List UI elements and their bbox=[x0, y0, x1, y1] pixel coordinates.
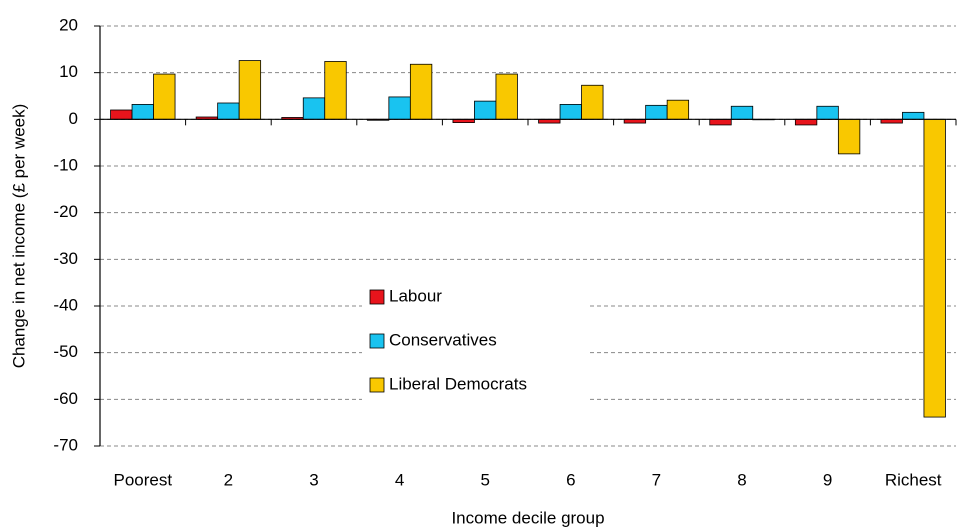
x-tick-label: 7 bbox=[652, 470, 661, 489]
legend-swatch bbox=[369, 289, 385, 305]
x-tick-label: 6 bbox=[566, 470, 575, 489]
legend-label: Conservatives bbox=[389, 330, 497, 349]
bar bbox=[794, 118, 818, 126]
bar bbox=[495, 73, 518, 120]
y-tick-label: -30 bbox=[53, 249, 78, 268]
bar bbox=[816, 105, 839, 120]
bar bbox=[709, 118, 732, 126]
bar bbox=[645, 104, 668, 120]
y-tick-label: -60 bbox=[53, 389, 78, 408]
bar bbox=[131, 104, 154, 120]
bar bbox=[388, 96, 411, 120]
bar bbox=[581, 84, 604, 120]
x-tick-label: 8 bbox=[737, 470, 746, 489]
x-tick-label: 4 bbox=[395, 470, 404, 489]
x-tick-label: 3 bbox=[309, 470, 318, 489]
y-tick-label: -10 bbox=[53, 155, 78, 174]
x-tick-label: 2 bbox=[224, 470, 233, 489]
bar bbox=[559, 104, 582, 120]
bar bbox=[837, 118, 861, 155]
legend-label: Labour bbox=[389, 286, 442, 305]
y-tick-label: 20 bbox=[59, 15, 78, 34]
y-axis-label: Change in net income (£ per week) bbox=[9, 104, 28, 369]
legend-swatch bbox=[369, 377, 385, 393]
x-tick-label: Richest bbox=[885, 470, 942, 489]
bar bbox=[324, 61, 347, 120]
bar bbox=[474, 100, 497, 120]
y-tick-label: -20 bbox=[53, 202, 78, 221]
bar bbox=[666, 99, 690, 120]
y-tick-label: 10 bbox=[59, 62, 78, 81]
y-tick-label: -40 bbox=[53, 295, 78, 314]
x-axis-label: Income decile group bbox=[451, 508, 604, 527]
x-tick-label: 5 bbox=[480, 470, 489, 489]
bar bbox=[153, 73, 176, 120]
x-tick-label: 9 bbox=[823, 470, 832, 489]
legend-box bbox=[362, 280, 590, 404]
bar bbox=[923, 118, 946, 418]
legend-label: Liberal Democrats bbox=[389, 374, 527, 393]
x-tick-label: Poorest bbox=[114, 470, 173, 489]
y-tick-label: -50 bbox=[53, 342, 78, 361]
bar bbox=[110, 109, 133, 120]
bar bbox=[238, 60, 262, 120]
bar bbox=[730, 105, 754, 120]
legend-swatch bbox=[369, 333, 385, 349]
bar bbox=[409, 63, 433, 120]
bar bbox=[217, 102, 240, 120]
y-tick-label: 0 bbox=[69, 109, 78, 128]
bar bbox=[302, 97, 326, 120]
bar bbox=[902, 111, 925, 120]
y-tick-label: -70 bbox=[53, 435, 78, 454]
